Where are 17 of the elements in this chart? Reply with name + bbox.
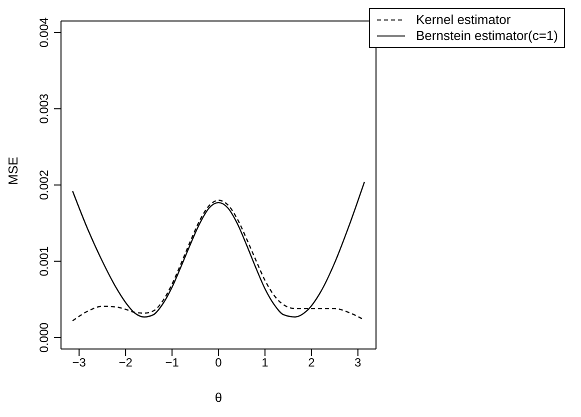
y-tick-label: 0.004: [37, 17, 51, 48]
x-tick-label: −1: [165, 356, 180, 370]
y-tick-label: 0.002: [37, 170, 51, 200]
legend-label: Bernstein estimator(c=1): [416, 28, 558, 44]
legend-label: Kernel estimator: [416, 12, 511, 28]
x-tick-label: 0: [215, 356, 222, 370]
y-tick-label: 0.003: [37, 93, 51, 124]
line-series: [72, 181, 365, 318]
x-axis-title: θ: [214, 390, 222, 405]
x-tick-label: 2: [308, 356, 316, 370]
y-axis-title: MSE: [6, 156, 21, 185]
x-tick-label: −2: [118, 356, 133, 370]
x-tick-label: 1: [262, 356, 269, 370]
x-tick-label: 3: [354, 356, 362, 370]
x-tick-label: −3: [72, 356, 86, 370]
y-tick-label: 0.001: [37, 246, 51, 276]
y-tick-label: 0.000: [37, 322, 51, 353]
